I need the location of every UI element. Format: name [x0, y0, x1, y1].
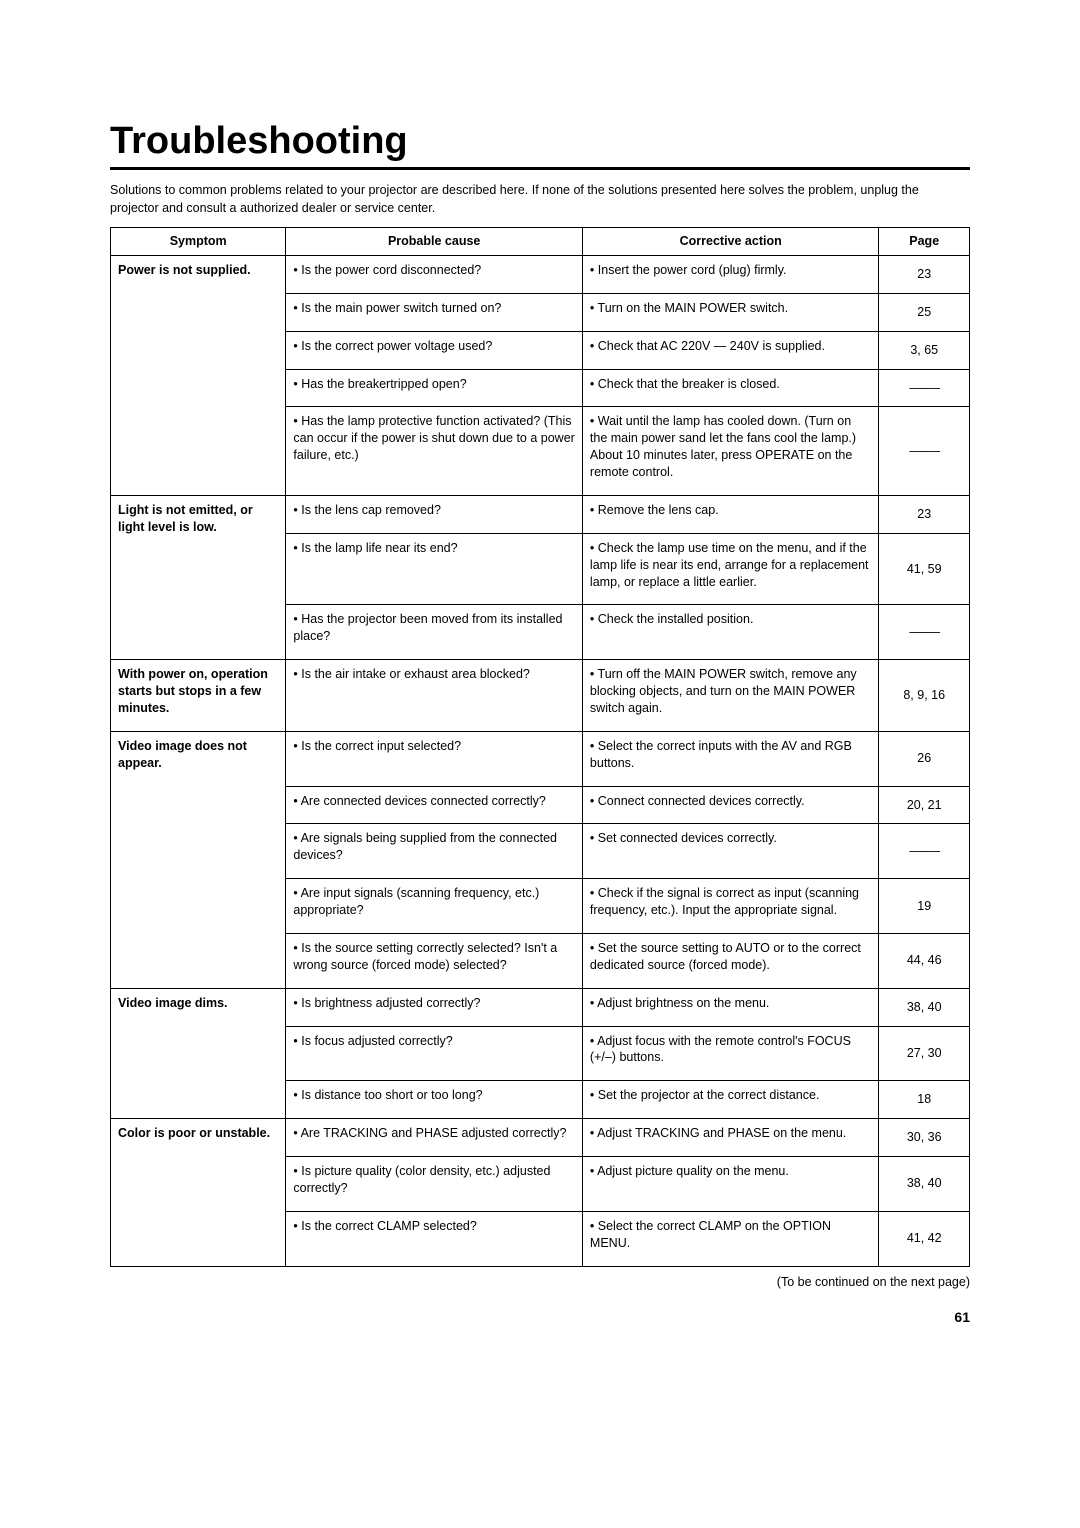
page-cell: 30, 36 [879, 1119, 970, 1157]
cause-cell: • Is the correct CLAMP selected? [286, 1211, 583, 1266]
action-cell: • Adjust TRACKING and PHASE on the menu. [582, 1119, 879, 1157]
action-cell: • Wait until the lamp has cooled down. (… [582, 407, 879, 496]
action-cell: • Connect connected devices correctly. [582, 786, 879, 824]
page-cell: 23 [879, 255, 970, 293]
cause-cell: • Is the correct input selected? [286, 731, 583, 786]
page-cell: 18 [879, 1081, 970, 1119]
symptom-cell: Video image does not appear. [111, 731, 286, 988]
table-row: Light is not emitted, or light level is … [111, 495, 970, 533]
cause-cell: • Is focus adjusted correctly? [286, 1026, 583, 1081]
cause-cell: • Is the lamp life near its end? [286, 533, 583, 605]
page-cell: 41, 59 [879, 533, 970, 605]
action-cell: • Check that AC 220V — 240V is supplied. [582, 331, 879, 369]
cause-cell: • Is the main power switch turned on? [286, 293, 583, 331]
page-cell: 19 [879, 879, 970, 934]
table-row: Video image dims. • Is brightness adjust… [111, 988, 970, 1026]
cause-cell: • Is distance too short or too long? [286, 1081, 583, 1119]
page-cell: 25 [879, 293, 970, 331]
action-cell: • Remove the lens cap. [582, 495, 879, 533]
action-cell: • Set connected devices correctly. [582, 824, 879, 879]
page-cell: 8, 9, 16 [879, 660, 970, 732]
page-cell: 41, 42 [879, 1211, 970, 1266]
page-cell: 27, 30 [879, 1026, 970, 1081]
action-cell: • Turn off the MAIN POWER switch, remove… [582, 660, 879, 732]
cause-cell: • Has the breakertripped open? [286, 369, 583, 407]
symptom-cell: Video image dims. [111, 988, 286, 1119]
action-cell: • Check if the signal is correct as inpu… [582, 879, 879, 934]
action-cell: • Insert the power cord (plug) firmly. [582, 255, 879, 293]
action-cell: • Turn on the MAIN POWER switch. [582, 293, 879, 331]
continuation-note: (To be continued on the next page) [110, 1275, 970, 1289]
page-cell: 38, 40 [879, 1157, 970, 1212]
action-cell: • Adjust focus with the remote control's… [582, 1026, 879, 1081]
cause-cell: • Are input signals (scanning frequency,… [286, 879, 583, 934]
cause-cell: • Are signals being supplied from the co… [286, 824, 583, 879]
page-cell: ––––– [879, 824, 970, 879]
cause-cell: • Is the lens cap removed? [286, 495, 583, 533]
page-container: Troubleshooting Solutions to common prob… [0, 0, 1080, 1385]
table-header-row: Symptom Probable cause Corrective action… [111, 228, 970, 256]
page-cell: 23 [879, 495, 970, 533]
page-cell: 20, 21 [879, 786, 970, 824]
symptom-cell: Power is not supplied. [111, 255, 286, 495]
action-cell: • Set the source setting to AUTO or to t… [582, 933, 879, 988]
symptom-cell: With power on, operation starts but stop… [111, 660, 286, 732]
cause-cell: • Is the air intake or exhaust area bloc… [286, 660, 583, 732]
symptom-cell: Light is not emitted, or light level is … [111, 495, 286, 659]
page-title: Troubleshooting [110, 120, 970, 170]
cause-cell: • Is brightness adjusted correctly? [286, 988, 583, 1026]
table-row: Color is poor or unstable. • Are TRACKIN… [111, 1119, 970, 1157]
page-cell: 26 [879, 731, 970, 786]
cause-cell: • Is the correct power voltage used? [286, 331, 583, 369]
header-page: Page [879, 228, 970, 256]
cause-cell: • Are TRACKING and PHASE adjusted correc… [286, 1119, 583, 1157]
page-cell: ––––– [879, 369, 970, 407]
page-cell: ––––– [879, 605, 970, 660]
action-cell: • Adjust brightness on the menu. [582, 988, 879, 1026]
cause-cell: • Has the projector been moved from its … [286, 605, 583, 660]
cause-cell: • Is the source setting correctly select… [286, 933, 583, 988]
cause-cell: • Has the lamp protective function activ… [286, 407, 583, 496]
page-cell: ––––– [879, 407, 970, 496]
header-cause: Probable cause [286, 228, 583, 256]
intro-text: Solutions to common problems related to … [110, 182, 970, 217]
cause-cell: • Is picture quality (color density, etc… [286, 1157, 583, 1212]
page-number: 61 [110, 1309, 970, 1325]
table-row: Video image does not appear. • Is the co… [111, 731, 970, 786]
page-cell: 3, 65 [879, 331, 970, 369]
page-cell: 44, 46 [879, 933, 970, 988]
page-cell: 38, 40 [879, 988, 970, 1026]
action-cell: • Select the correct inputs with the AV … [582, 731, 879, 786]
action-cell: • Check the installed position. [582, 605, 879, 660]
action-cell: • Adjust picture quality on the menu. [582, 1157, 879, 1212]
table-row: Power is not supplied. • Is the power co… [111, 255, 970, 293]
action-cell: • Select the correct CLAMP on the OPTION… [582, 1211, 879, 1266]
troubleshooting-table: Symptom Probable cause Corrective action… [110, 227, 970, 1267]
cause-cell: • Is the power cord disconnected? [286, 255, 583, 293]
cause-cell: • Are connected devices connected correc… [286, 786, 583, 824]
action-cell: • Check the lamp use time on the menu, a… [582, 533, 879, 605]
header-action: Corrective action [582, 228, 879, 256]
symptom-cell: Color is poor or unstable. [111, 1119, 286, 1266]
action-cell: • Set the projector at the correct dista… [582, 1081, 879, 1119]
header-symptom: Symptom [111, 228, 286, 256]
action-cell: • Check that the breaker is closed. [582, 369, 879, 407]
table-row: With power on, operation starts but stop… [111, 660, 970, 732]
